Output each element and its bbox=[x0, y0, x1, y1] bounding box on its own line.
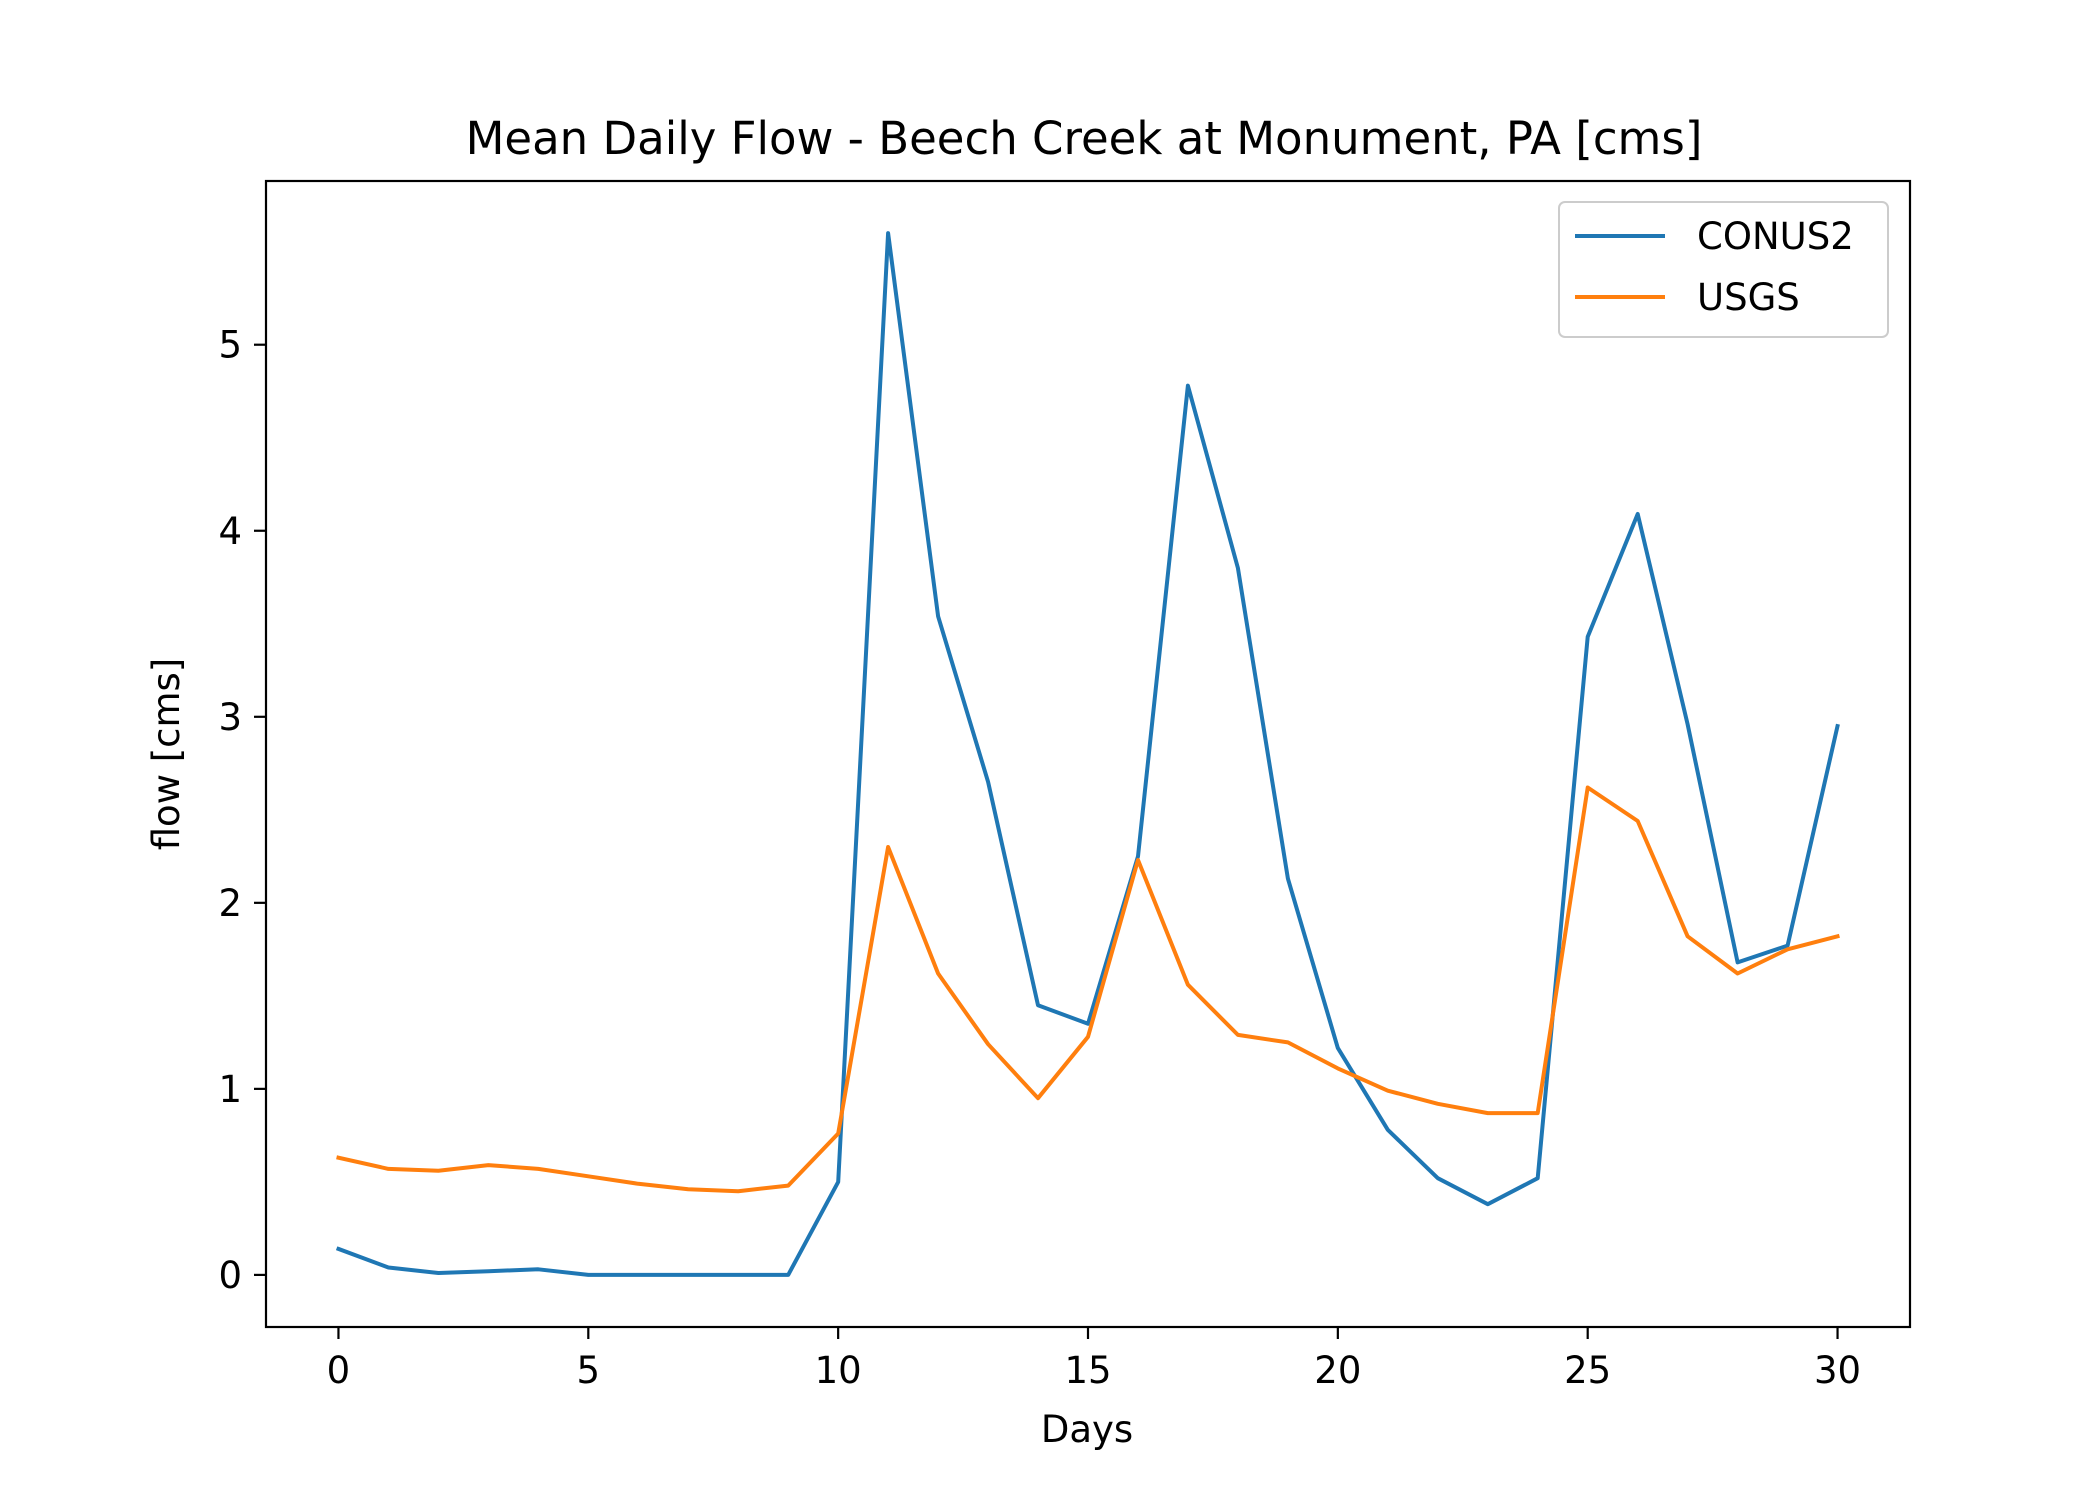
x-axis-ticks: 0 5 10 15 20 25 30 bbox=[327, 1327, 1861, 1392]
y-axis-ticks: 0 1 2 3 4 5 bbox=[218, 324, 266, 1297]
plot-area-frame bbox=[264, 179, 1912, 1329]
legend-label-conus2: CONUS2 bbox=[1697, 215, 1854, 258]
series-line-usgs bbox=[336, 785, 1840, 1194]
x-axis-label: Days bbox=[1041, 1408, 1133, 1451]
y-tick-label: 1 bbox=[218, 1068, 242, 1111]
legend-label-usgs: USGS bbox=[1697, 276, 1800, 319]
legend: CONUS2 USGS bbox=[1558, 201, 1889, 338]
x-tick-label: 25 bbox=[1564, 1349, 1611, 1392]
x-tick-label: 0 bbox=[327, 1349, 351, 1392]
y-axis-label: flow [cms] bbox=[145, 658, 188, 851]
y-tick-label: 0 bbox=[218, 1254, 242, 1297]
x-tick-label: 20 bbox=[1314, 1349, 1361, 1392]
x-tick-label: 30 bbox=[1814, 1349, 1861, 1392]
y-tick-label: 3 bbox=[218, 696, 242, 739]
x-tick-label: 10 bbox=[815, 1349, 862, 1392]
y-tick-label: 4 bbox=[218, 510, 242, 553]
series-lines bbox=[335, 231, 1840, 1277]
series-line-conus2 bbox=[335, 231, 1840, 1277]
y-tick-label: 2 bbox=[218, 882, 242, 925]
chart-title: Mean Daily Flow - Beech Creek at Monumen… bbox=[466, 112, 1703, 165]
x-tick-label: 15 bbox=[1064, 1349, 1111, 1392]
x-tick-label: 5 bbox=[577, 1349, 601, 1392]
y-tick-label: 5 bbox=[218, 324, 242, 367]
